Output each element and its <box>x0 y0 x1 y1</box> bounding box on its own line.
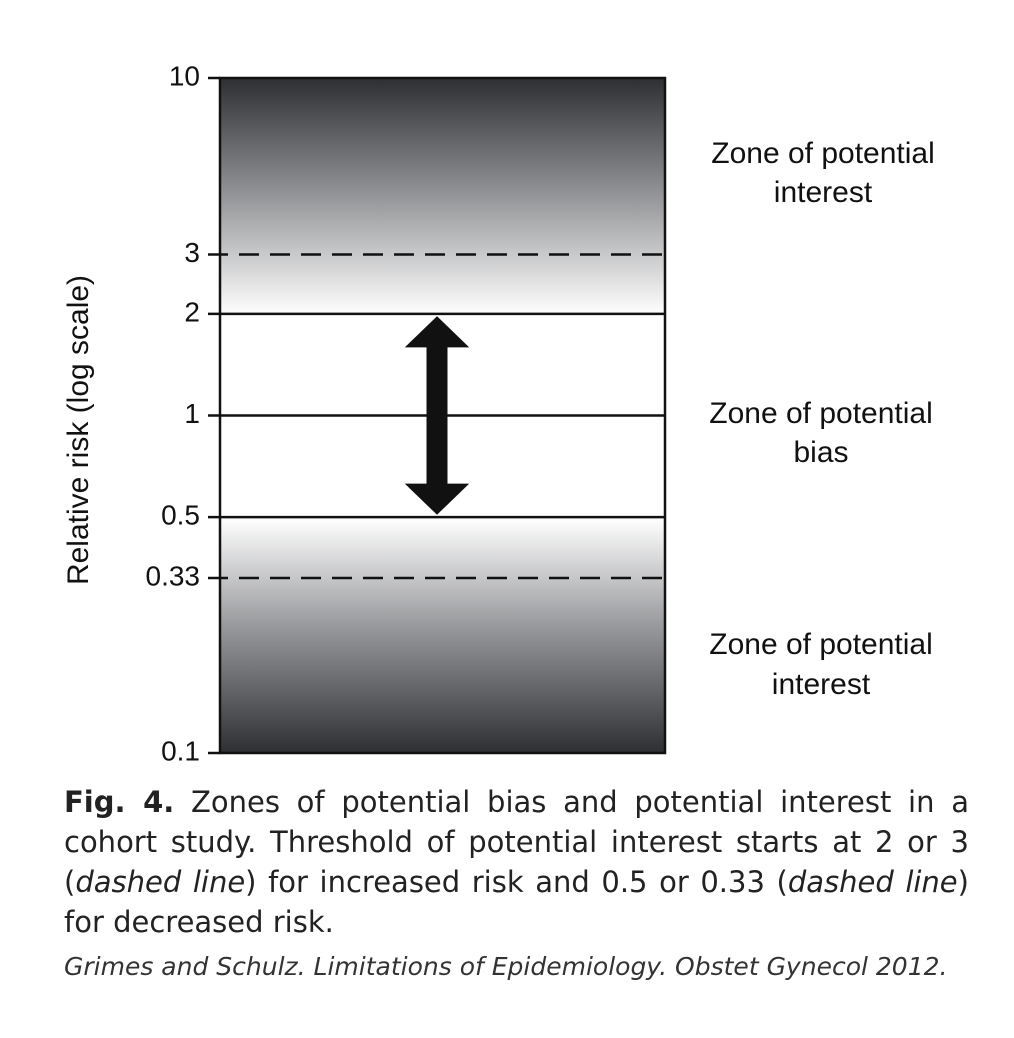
caption-text-1: Zones of potential bias and potential in… <box>64 785 969 899</box>
y-axis-title: Relative risk (log scale) <box>62 275 95 585</box>
tick-label-10: 10 <box>169 60 200 91</box>
figure-number: Fig. 4. <box>64 785 175 819</box>
tick-label-1: 1 <box>184 398 200 429</box>
tick-label-0-5: 0.5 <box>161 499 200 530</box>
lower-zone-label-line2: interest <box>772 668 871 701</box>
double-arrow-icon <box>404 316 470 515</box>
caption-dashed-line-1: dashed line <box>75 865 246 899</box>
figure-citation: Grimes and Schulz. Limitations of Epidem… <box>64 952 948 981</box>
middle-zone-label-line1: Zone of potential <box>709 397 933 430</box>
tick-label-2: 2 <box>184 296 200 327</box>
caption-text-2: ) for increased risk and 0.5 or 0.33 ( <box>245 865 788 899</box>
lower-interest-zone-fill <box>220 518 665 753</box>
tick-label-0-1: 0.1 <box>161 735 200 766</box>
tick-label-3: 3 <box>184 237 200 268</box>
upper-zone-label-line2: interest <box>774 176 873 209</box>
middle-zone-label-line2: bias <box>793 436 848 469</box>
upper-zone-label-line1: Zone of potential <box>711 137 935 170</box>
risk-zones-diagram: 10 3 2 1 0.5 0.33 0.1 Relative risk (log… <box>62 60 935 766</box>
figure-caption: Fig. 4. Zones of potential bias and pote… <box>64 782 969 942</box>
tick-label-0-33: 0.33 <box>146 560 201 591</box>
caption-text-3: ) for decreased risk. <box>64 865 969 939</box>
lower-zone-label-line1: Zone of potential <box>709 628 933 661</box>
upper-interest-zone-fill <box>220 78 665 315</box>
caption-dashed-line-2: dashed line <box>787 865 958 899</box>
